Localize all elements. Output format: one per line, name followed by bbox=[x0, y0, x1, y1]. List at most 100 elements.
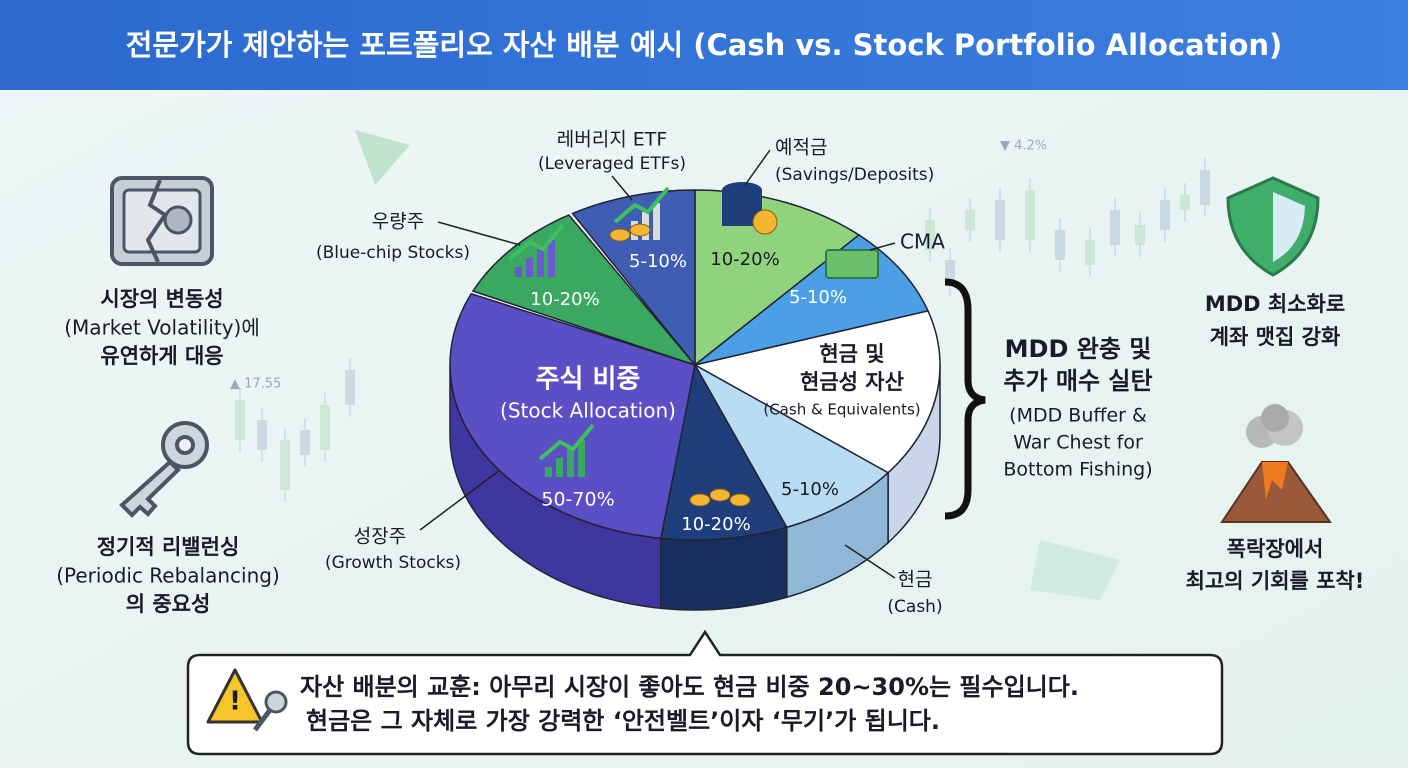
point-text: 유연하게 대응 bbox=[100, 344, 223, 368]
decor-shape bbox=[1030, 540, 1120, 600]
warning-icon: ! bbox=[206, 668, 288, 732]
coin-icon bbox=[709, 488, 731, 502]
coin-icon bbox=[609, 228, 631, 242]
point-text: 최고의 기회를 포착! bbox=[1186, 569, 1365, 593]
decor-label: ▼ 4.2% bbox=[1000, 139, 1047, 154]
segment-share: 10-20% bbox=[530, 289, 599, 310]
segment-name: 레버리지 ETF bbox=[557, 129, 668, 151]
leader-lines bbox=[419, 149, 896, 579]
group-english: (Cash & Equivalents) bbox=[763, 401, 920, 419]
pie-labels: 레버리지 ETF (Leveraged ETFs) 5-10% 예적금 (Sav… bbox=[316, 129, 945, 618]
bar-icon bbox=[537, 249, 544, 277]
candles bbox=[235, 158, 1210, 502]
segment-english: (Cash) bbox=[887, 597, 942, 617]
note-title: MDD 완충 및 bbox=[1005, 335, 1152, 363]
candle-body bbox=[995, 200, 1005, 240]
key-icon bbox=[119, 421, 209, 518]
candle-body bbox=[1025, 190, 1035, 240]
candle-body bbox=[1085, 240, 1095, 265]
candle-body bbox=[1110, 210, 1120, 245]
group-title: 현금성 자산 bbox=[800, 370, 904, 394]
pie-slice bbox=[693, 363, 890, 529]
coin-icon bbox=[629, 223, 651, 237]
point-text: 시장의 변동성 bbox=[100, 287, 223, 311]
segment-share: 5-10% bbox=[789, 287, 847, 308]
brace bbox=[944, 278, 986, 520]
candle-body bbox=[1135, 225, 1145, 245]
segment-share: 5-10% bbox=[781, 479, 839, 500]
segment-share: 5-10% bbox=[629, 251, 687, 272]
pie-slice bbox=[692, 310, 941, 474]
point-text: (Market Volatility)에 bbox=[64, 316, 259, 340]
candle-body bbox=[300, 430, 310, 455]
segment-english: (Savings/Deposits) bbox=[775, 165, 934, 185]
candle-body bbox=[925, 220, 935, 250]
group-title: 현금 및 bbox=[819, 342, 884, 366]
coin-icon bbox=[729, 493, 751, 507]
cash-icon bbox=[825, 249, 879, 279]
segment-name: 우량주 bbox=[372, 211, 424, 233]
pie-slice bbox=[694, 189, 861, 367]
coin-icon bbox=[689, 493, 711, 507]
svg-text:!: ! bbox=[229, 687, 241, 717]
volcano-icon bbox=[1220, 404, 1332, 523]
group-english: (Stock Allocation) bbox=[500, 399, 676, 423]
point-text: MDD 최소화로 bbox=[1205, 292, 1345, 316]
candle-body bbox=[345, 370, 355, 405]
note-title: 추가 매수 실탄 bbox=[1003, 367, 1152, 395]
lesson-text: 자산 배분의 교훈: 아무리 시장이 좋아도 현금 비중 20~30%는 필수입… bbox=[300, 673, 1079, 701]
segment-english: (Leveraged ETFs) bbox=[538, 154, 686, 174]
candle-body bbox=[1055, 230, 1065, 260]
candle-body bbox=[1200, 170, 1210, 205]
candle-body bbox=[257, 420, 267, 450]
pie-slice bbox=[571, 189, 696, 368]
pie-slice bbox=[471, 214, 698, 367]
note-english: (MDD Buffer & bbox=[1009, 405, 1147, 427]
lesson-box bbox=[186, 629, 1224, 756]
arrow-icon bbox=[613, 186, 670, 224]
segment-name: 예적금 bbox=[775, 137, 827, 159]
group-share: 50-70% bbox=[541, 489, 614, 511]
candle-body bbox=[945, 260, 955, 285]
header-bar bbox=[0, 0, 1408, 90]
shield-icon bbox=[1226, 176, 1320, 277]
candle-body bbox=[235, 400, 245, 440]
candle-body bbox=[320, 405, 330, 450]
point-text: 폭락장에서 bbox=[1227, 537, 1324, 561]
note-english: War Chest for bbox=[1013, 432, 1143, 454]
point-text: 의 중요성 bbox=[126, 592, 211, 616]
bar-icon bbox=[548, 240, 555, 277]
title: 전문가가 제안하는 포트폴리오 자산 배분 예시 (Cash vs. Stock… bbox=[126, 28, 1283, 62]
candle-body bbox=[1180, 195, 1190, 210]
candle-body bbox=[1160, 200, 1170, 230]
lesson-text: 현금은 그 자체로 가장 강력한 ‘안전벨트’이자 ‘무기’가 됩니다. bbox=[306, 707, 940, 735]
decor-label: ▲ 17.55 bbox=[230, 377, 281, 392]
safe-icon bbox=[110, 176, 214, 266]
bar-icon bbox=[556, 458, 563, 477]
candle-body bbox=[965, 210, 975, 230]
pie-slice bbox=[449, 292, 696, 540]
segment-english: (Blue-chip Stocks) bbox=[316, 243, 470, 263]
bar-icon bbox=[567, 449, 574, 477]
segment-share: 10-20% bbox=[710, 249, 779, 270]
decor-triangle bbox=[355, 130, 410, 185]
segment-name: CMA bbox=[900, 230, 945, 254]
coin-icon bbox=[752, 209, 778, 235]
segment-name: 현금 bbox=[898, 569, 933, 591]
point-text: 계좌 맷집 강화 bbox=[1210, 325, 1341, 349]
note-english: Bottom Fishing) bbox=[1003, 459, 1152, 481]
bar-icon bbox=[526, 258, 533, 277]
bar-icon bbox=[578, 440, 585, 477]
point-text: 정기적 리밸런싱 bbox=[97, 535, 240, 559]
arrow-icon bbox=[508, 223, 565, 261]
group-title: 주식 비중 bbox=[536, 365, 641, 395]
pie bbox=[449, 182, 941, 611]
arrow-icon bbox=[538, 423, 595, 461]
segment-english: (Growth Stocks) bbox=[325, 553, 461, 573]
bar-icon bbox=[653, 203, 660, 240]
segment-share: 10-20% bbox=[681, 514, 750, 535]
bar-icon bbox=[515, 267, 522, 277]
segment-name: 성장주 bbox=[354, 526, 406, 548]
